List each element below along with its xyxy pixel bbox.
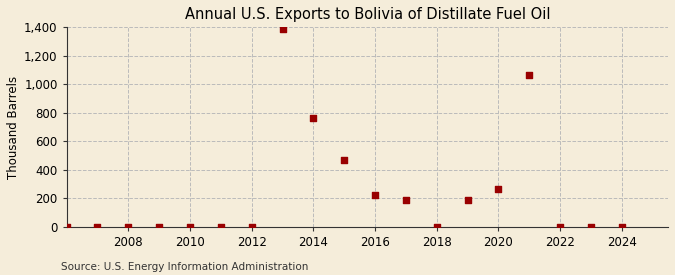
Point [92, 225, 103, 229]
Point [277, 26, 288, 31]
Point [616, 225, 627, 229]
Point [308, 116, 319, 121]
Point [462, 198, 473, 203]
Y-axis label: Thousand Barrels: Thousand Barrels [7, 75, 20, 178]
Point [123, 225, 134, 229]
Title: Annual U.S. Exports to Bolivia of Distillate Fuel Oil: Annual U.S. Exports to Bolivia of Distil… [184, 7, 550, 22]
Point [61, 225, 72, 229]
Point [184, 225, 195, 229]
Point [431, 225, 442, 229]
Point [246, 225, 257, 229]
Point [215, 225, 226, 229]
Text: Source: U.S. Energy Information Administration: Source: U.S. Energy Information Administ… [61, 262, 308, 272]
Point [154, 225, 165, 229]
Point [339, 158, 350, 162]
Point [400, 197, 411, 202]
Point [493, 187, 504, 191]
Point [370, 193, 381, 198]
Point [585, 225, 596, 229]
Point [524, 73, 535, 77]
Point [555, 225, 566, 229]
